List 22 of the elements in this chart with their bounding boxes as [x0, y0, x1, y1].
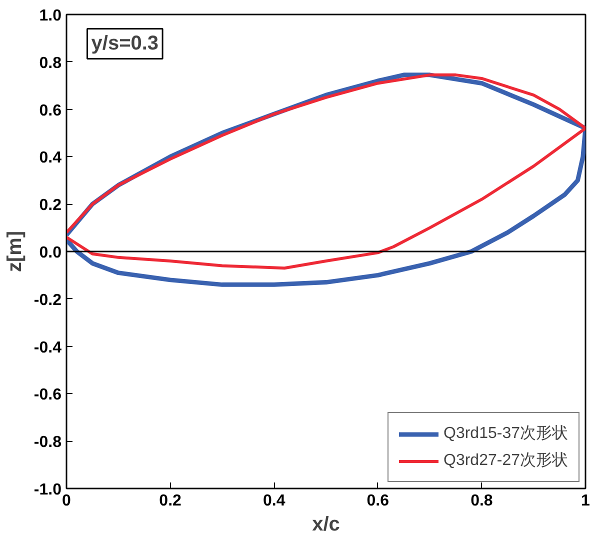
legend-label: Q3rd27-27次形状 — [444, 451, 568, 471]
y-tick-label: 1.0 — [39, 8, 62, 24]
x-tick-label: 0.6 — [366, 492, 390, 510]
x-tick-label: 0 — [62, 492, 72, 510]
y-axis-title: z[m] — [4, 230, 26, 272]
y-tick-label: -0.2 — [34, 292, 62, 309]
y-tick-label: -1.0 — [34, 482, 62, 498]
legend-label: Q3rd15-37次形状 — [444, 424, 568, 444]
x-tick-label: 0.4 — [262, 492, 286, 510]
x-tick-label: 0.8 — [470, 492, 493, 510]
y-tick-label: 0.0 — [39, 244, 62, 262]
y-tick-label: -0.6 — [34, 386, 62, 404]
y-tick-label: 0.8 — [39, 54, 62, 72]
annotation: y/s=0.3 — [91, 32, 159, 55]
x-tick-label: 1 — [581, 492, 590, 510]
y-tick-label: 0.6 — [39, 102, 62, 120]
y-tick-label: -0.4 — [34, 339, 62, 356]
y-tick-label: -0.8 — [34, 434, 62, 452]
x-tick-label: 0.2 — [159, 492, 182, 510]
y-tick-label: 0.2 — [39, 197, 62, 214]
x-axis-title: x/c — [312, 514, 340, 536]
y-tick-label: 0.4 — [39, 150, 62, 167]
